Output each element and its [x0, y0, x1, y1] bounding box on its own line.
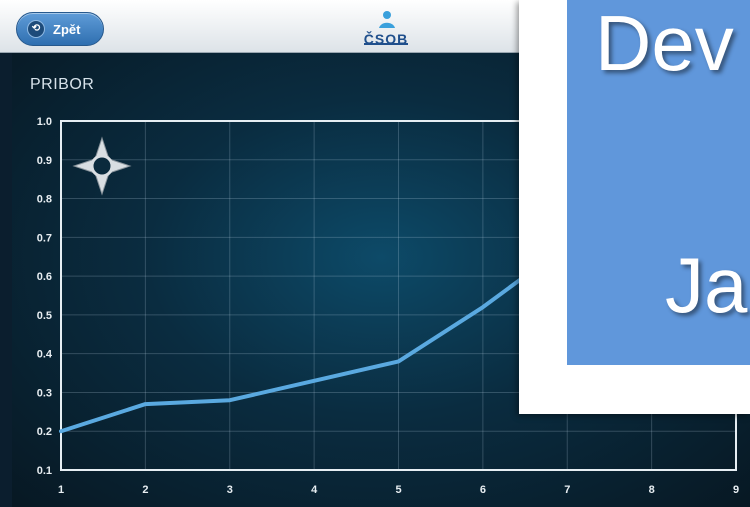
- logo-underline: [364, 43, 408, 45]
- x-tick-label: 6: [480, 484, 486, 496]
- x-tick-label: 8: [649, 484, 655, 496]
- y-tick-label: 0.6: [37, 271, 52, 283]
- chart-title: PRIBOR: [30, 76, 95, 93]
- x-tick-label: 3: [227, 484, 233, 496]
- x-tick-label: 9: [733, 484, 739, 496]
- y-tick-label: 0.1: [37, 465, 52, 477]
- y-tick-label: 1.0: [37, 116, 52, 128]
- axis-ticks: 1.0 0.9 0.8 0.7 0.6 0.5 0.4 0.3 0.2 0.1 1 2 3 4 5 6 7 8 9: [37, 116, 739, 496]
- slide-overlay-panel: Dev Ja: [567, 0, 750, 365]
- slide-heading-text: Dev: [595, 0, 734, 87]
- y-tick-label: 0.2: [37, 426, 52, 438]
- y-tick-label: 0.5: [37, 310, 52, 322]
- y-tick-label: 0.4: [37, 349, 53, 361]
- y-tick-label: 0.3: [37, 387, 52, 399]
- x-tick-label: 4: [311, 484, 318, 496]
- back-arrow-icon: ⟲: [27, 20, 45, 38]
- series-line: [59, 274, 528, 434]
- x-tick-label: 5: [395, 484, 401, 496]
- csob-logo-icon: [379, 11, 395, 28]
- csob-logo: ČSOB: [358, 10, 414, 47]
- x-tick-label: 2: [142, 484, 148, 496]
- x-tick-label: 1: [58, 484, 64, 496]
- y-tick-label: 0.8: [37, 194, 52, 206]
- pan-cross-icon[interactable]: [72, 136, 132, 196]
- back-button[interactable]: ⟲ Zpět: [16, 12, 104, 46]
- back-button-label: Zpět: [53, 21, 81, 37]
- y-tick-label: 0.7: [37, 232, 52, 244]
- slide-subtext: Ja: [665, 241, 748, 329]
- y-tick-label: 0.9: [37, 155, 52, 167]
- x-tick-label: 7: [564, 484, 570, 496]
